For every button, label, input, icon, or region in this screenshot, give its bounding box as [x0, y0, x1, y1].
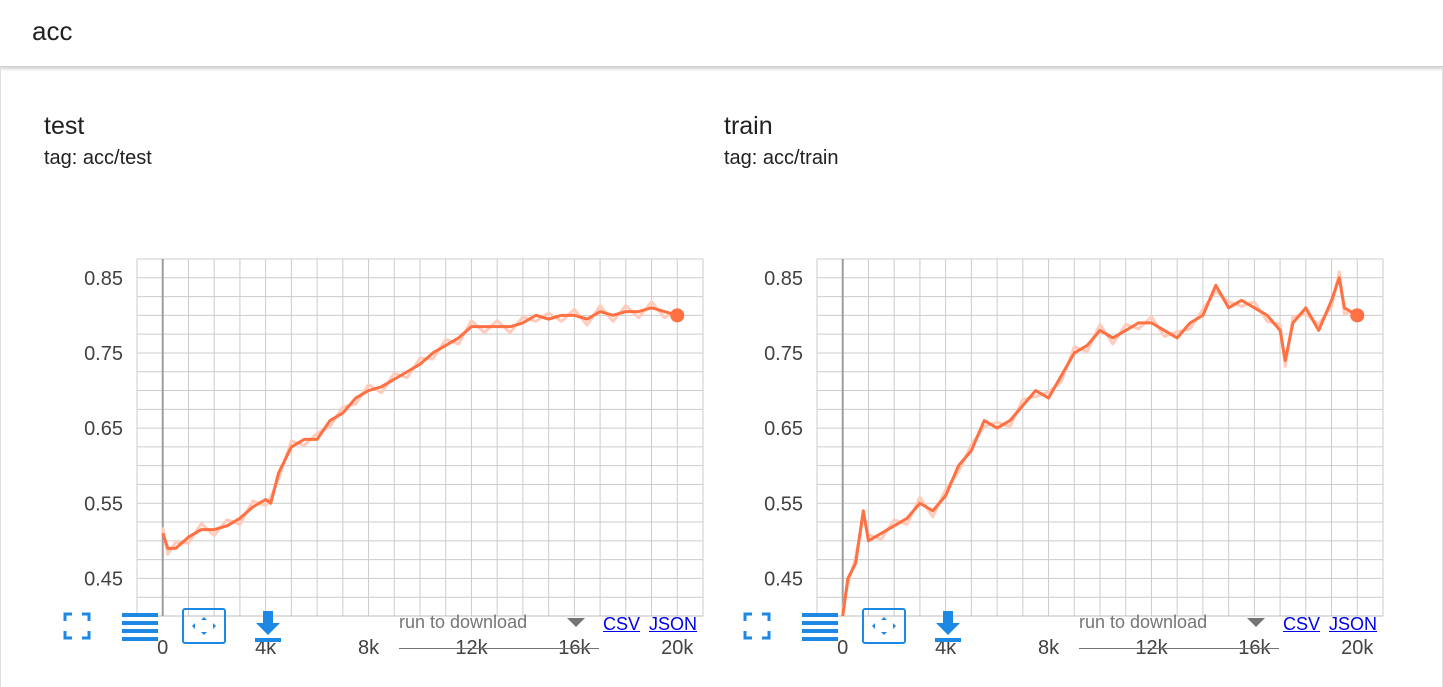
series-raw-line: [161, 300, 679, 556]
y-tick-label: 0.85: [84, 268, 123, 290]
chart-area[interactable]: 0.45 0.55 0.65 0.75 0.85 0 4k 8k 12k 16k 20k: [681, 187, 1391, 659]
x-tick-label: 20k: [1341, 637, 1374, 659]
line-chart[interactable]: 0.450.550.650.750.850 4k 8k 12k 16k 20k: [681, 187, 1391, 659]
fullscreen-button[interactable]: [735, 606, 779, 646]
fit-domain-button[interactable]: [862, 608, 906, 644]
chart-card-test: test tag: acc/test 0.45 0.55 0.65 0.75 0.85 0…: [1, 67, 704, 687]
download-icon: [255, 611, 281, 642]
y-tick-label: 0.75: [764, 343, 803, 365]
chart-tag: tag: acc/train: [724, 147, 839, 169]
download-button[interactable]: [246, 606, 290, 646]
chart-title: test: [44, 112, 85, 140]
series-smoothed-line: [841, 276, 1359, 617]
lines-icon: [802, 613, 838, 641]
group-title: acc: [32, 16, 73, 46]
run-to-download-select[interactable]: run to download: [399, 602, 599, 649]
chart-title: train: [724, 112, 773, 140]
select-placeholder: run to download: [1079, 612, 1208, 632]
chart-area[interactable]: 0.45 0.55 0.65 0.75 0.85 0 4k 8k 12k 16k 20k: [1, 187, 711, 659]
fullscreen-button[interactable]: [55, 606, 99, 646]
download-button[interactable]: [926, 606, 970, 646]
toggle-log-scale-button[interactable]: [798, 606, 842, 646]
x-tick-label: 8k: [358, 637, 380, 659]
select-placeholder: run to download: [399, 612, 528, 632]
chart-tag: tag: acc/test: [44, 147, 152, 169]
series-smoothed-line: [161, 306, 678, 550]
fit-domain-button[interactable]: [182, 608, 226, 644]
y-tick-label: 0.55: [764, 493, 803, 515]
json-link[interactable]: JSON: [1329, 614, 1378, 634]
x-tick-label: 20k: [661, 637, 694, 659]
fit-domain-icon: [872, 617, 896, 635]
download-icon: [935, 611, 961, 642]
csv-link[interactable]: CSV: [603, 614, 641, 634]
json-link[interactable]: JSON: [649, 614, 698, 634]
y-tick-label: 0.45: [84, 568, 123, 590]
last-point-marker[interactable]: [1350, 308, 1365, 323]
x-tick-label: 0: [837, 637, 848, 659]
csv-link[interactable]: CSV: [1283, 614, 1321, 634]
fit-domain-icon: [192, 617, 216, 635]
fullscreen-icon: [743, 612, 771, 640]
y-tick-label: 0.55: [84, 493, 123, 515]
group-header[interactable]: acc: [0, 0, 1443, 67]
last-point-marker[interactable]: [670, 308, 685, 323]
x-tick-label: 4k: [255, 637, 277, 659]
line-chart[interactable]: 0.450.550.650.750.850 4k 8k 12k 16k 20k: [1, 187, 711, 659]
chart-toolbar: run to download CSV JSON: [1, 602, 711, 652]
run-to-download-select[interactable]: run to download: [1079, 602, 1279, 649]
x-tick-label: 0: [157, 637, 168, 659]
chevron-down-icon: [567, 618, 585, 627]
x-tick-label: 4k: [935, 637, 957, 659]
y-tick-label: 0.75: [84, 343, 123, 365]
chevron-down-icon: [1247, 618, 1265, 627]
toggle-log-scale-button[interactable]: [118, 606, 162, 646]
chart-card-train: train tag: acc/train 0.45 0.55 0.65 0.75 0.8…: [681, 67, 1384, 687]
lines-icon: [122, 613, 158, 641]
y-tick-label: 0.85: [764, 268, 803, 290]
y-tick-label: 0.65: [84, 418, 123, 440]
fullscreen-icon: [63, 612, 91, 640]
y-tick-label: 0.45: [764, 568, 803, 590]
chart-toolbar: run to download CSV JSON: [681, 602, 1391, 652]
y-tick-label: 0.65: [764, 418, 803, 440]
group-body: test tag: acc/test 0.45 0.55 0.65 0.75 0.85 0…: [0, 67, 1443, 687]
x-tick-label: 8k: [1038, 637, 1060, 659]
